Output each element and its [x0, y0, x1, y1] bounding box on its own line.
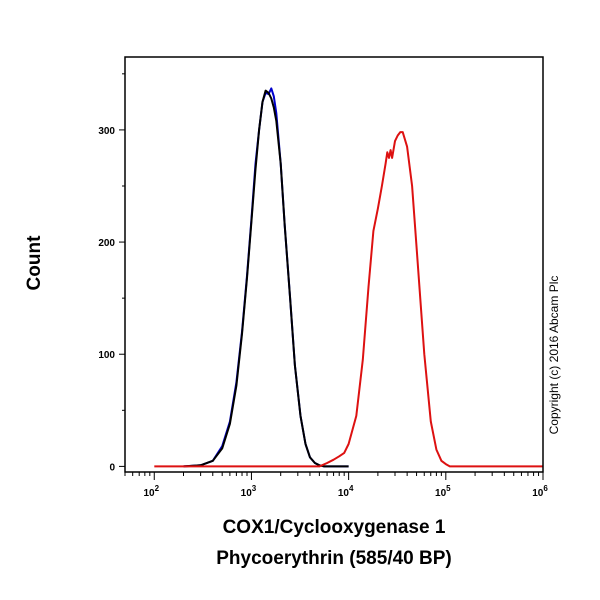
plot-frame: [124, 56, 544, 473]
series-line-2: [154, 131, 543, 468]
x-tick-label: 106: [532, 484, 548, 499]
series-line-1: [183, 89, 349, 468]
y-tick-label: 300: [98, 126, 115, 137]
y-axis-title: Count: [24, 235, 45, 291]
x-tick-label: 102: [143, 484, 159, 499]
x-axis-title-line-1: COX1/Cyclooxygenase 1: [223, 517, 446, 538]
y-tick-label: 100: [98, 350, 115, 361]
x-tick-label: 104: [338, 484, 354, 499]
y-axis-ticks: 0 100 200 300: [98, 73, 125, 473]
copyright-annotation: Copyright (c) 2016 Abcam Plc: [547, 276, 561, 435]
x-tick-label: 103: [241, 484, 257, 499]
plot-series-group: [154, 87, 543, 468]
series-line-0: [183, 87, 349, 468]
x-axis-ticks: 102 103 104 105 106: [124, 472, 548, 499]
y-tick-label: 0: [109, 462, 115, 473]
y-tick-label: 200: [98, 238, 115, 249]
x-tick-label: 105: [435, 484, 451, 499]
x-axis-title-line-2: Phycoerythrin (585/40 BP): [216, 548, 451, 569]
